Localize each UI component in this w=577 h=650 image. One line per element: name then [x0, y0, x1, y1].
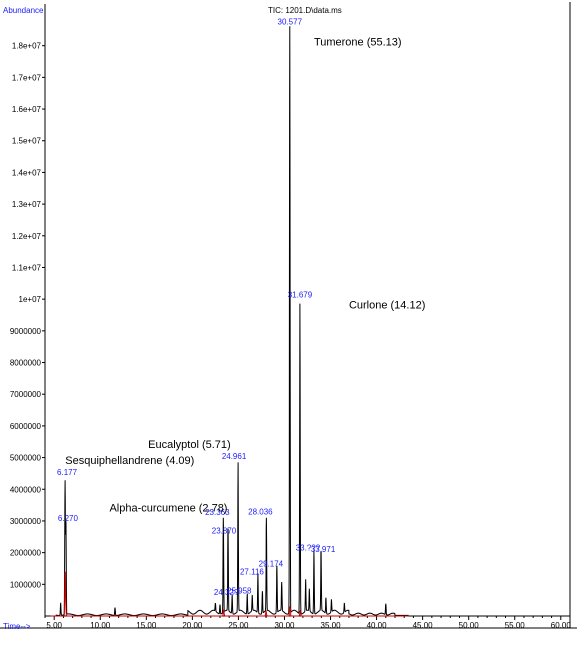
y-tick-label: 9000000	[10, 327, 42, 336]
y-axis-label: Abundance	[3, 6, 44, 15]
y-tick-label: 5000000	[10, 454, 42, 463]
baseline-trace	[50, 571, 409, 617]
y-tick-label: 1000000	[10, 580, 42, 589]
y-tick-label: 1e+07	[19, 295, 42, 304]
compound-annotation: Curlone (14.12)	[349, 300, 425, 312]
x-tick-label: 5.00	[46, 621, 62, 630]
peak-label: 23.870	[212, 526, 237, 535]
y-tick-label: 1.1e+07	[12, 263, 42, 272]
peak-label: 30.577	[278, 18, 303, 27]
peak-label: 6.177	[57, 468, 78, 477]
peak-label: 27.116	[240, 567, 264, 576]
y-tick-label: 6000000	[10, 422, 42, 431]
y-tick-label: 7000000	[10, 390, 42, 399]
x-tick-label: 30.00	[274, 621, 295, 630]
y-tick-label: 1.2e+07	[12, 232, 42, 241]
x-tick-label: 25.00	[228, 621, 249, 630]
x-tick-label: 45.00	[413, 621, 434, 630]
x-axis-label: Time-->	[3, 622, 31, 631]
peak-label: 31.679	[288, 290, 313, 299]
x-tick-label: 10.00	[90, 621, 111, 630]
y-tick-label: 1.5e+07	[12, 137, 42, 146]
compound-annotation: Eucalyptol (5.71)	[148, 439, 231, 451]
y-tick-label: 1.4e+07	[12, 168, 42, 177]
peak-label: 28.036	[248, 508, 273, 517]
x-tick-label: 35.00	[321, 621, 342, 630]
compound-annotation: Tumerone (55.13)	[314, 37, 402, 49]
y-tick-label: 2000000	[10, 549, 42, 558]
chart-title: TIC: 1201.D\data.ms	[268, 6, 342, 15]
y-tick-label: 1.7e+07	[12, 73, 42, 82]
compound-annotation: Sesquiphellandrene (4.09)	[65, 455, 194, 467]
x-tick-label: 50.00	[459, 621, 480, 630]
compound-annotation: Alpha-curcumene (2.78)	[109, 502, 227, 514]
y-tick-label: 1.6e+07	[12, 105, 42, 114]
y-tick-label: 8000000	[10, 359, 42, 368]
y-tick-label: 3000000	[10, 517, 42, 526]
peak-label: 24.961	[222, 452, 247, 461]
peak-label: 24.32?	[214, 588, 239, 597]
peak-label: 33.971	[311, 545, 336, 554]
peak-label: 6.270	[58, 514, 79, 523]
peak-label: 25.958	[227, 586, 252, 595]
x-tick-label: 40.00	[367, 621, 388, 630]
y-tick-label: 4000000	[10, 485, 42, 494]
peak-label: 33.???	[296, 544, 321, 553]
y-tick-label: 1.8e+07	[12, 42, 42, 51]
x-tick-label: 20.00	[182, 621, 203, 630]
x-tick-label: 15.00	[136, 621, 157, 630]
x-tick-label: 55.00	[505, 621, 526, 630]
tic-trace	[50, 26, 409, 617]
x-tick-label: 60.00	[551, 621, 572, 630]
peak-label: 23.363	[205, 508, 230, 517]
y-tick-label: 1.3e+07	[12, 200, 42, 209]
peak-label: 29.174	[259, 559, 284, 568]
